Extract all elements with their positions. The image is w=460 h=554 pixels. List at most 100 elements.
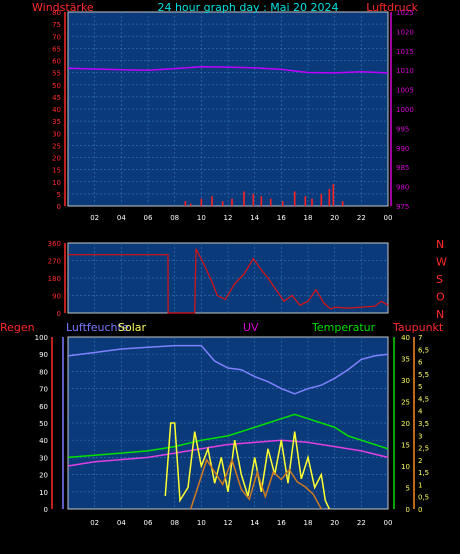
x-tick-label-bottom: 14	[250, 519, 259, 527]
x-tick-label-bottom: 08	[170, 519, 179, 527]
x-tick-label-top: 12	[224, 214, 233, 222]
wind-tick-label: 45	[52, 94, 61, 102]
uv-label: UV	[243, 321, 259, 334]
x-tick-label-bottom: 04	[117, 519, 126, 527]
humidity-tick-label: 80	[39, 368, 48, 376]
x-tick-label-top: 14	[250, 214, 259, 222]
x-tick-label-top: 00	[384, 214, 393, 222]
rain-tick-label: 1	[418, 481, 422, 489]
rain-tick-label: 4	[418, 408, 423, 416]
direction-tick-label: 90	[52, 293, 61, 301]
rain-tick-label: 6	[418, 359, 423, 367]
rain-tick-label: 5	[418, 383, 422, 391]
x-tick-label-top: 04	[117, 214, 126, 222]
compass-letter: N	[436, 238, 444, 251]
humidity-tick-label: 60	[39, 403, 48, 411]
rain-tick-label: 0,5	[418, 494, 429, 502]
compass-letter: N	[436, 308, 444, 321]
rain-tick-label: 3	[418, 432, 422, 440]
humidity-tick-label: 70	[39, 386, 48, 394]
wind-tick-label: 70	[52, 33, 61, 41]
pressure-tick-label: 1005	[396, 87, 414, 95]
x-tick-label-bottom: 20	[330, 519, 339, 527]
chart-title: 24 hour graph day : Mai 20 2024	[157, 1, 338, 14]
wind-tick-label: 80	[52, 9, 61, 17]
wind-axis-title: Windstärke	[32, 1, 94, 14]
temperature-tick-label: 35	[401, 356, 410, 364]
compass-letter: O	[436, 291, 445, 304]
humidity-line	[67, 344, 389, 395]
humidity-tick-label: 0	[44, 506, 48, 514]
temperature-tick-label: 20	[401, 420, 410, 428]
pressure-tick-label: 985	[396, 164, 409, 172]
x-tick-label-top: 20	[330, 214, 339, 222]
wind-tick-label: 0	[57, 203, 61, 211]
temperature-tick-label: 10	[401, 463, 410, 471]
pressure-axis-title: Luftdruck	[366, 1, 418, 14]
solar-line	[164, 422, 330, 510]
x-tick-label-top: 18	[304, 214, 313, 222]
x-tick-label-bottom: 10	[197, 519, 206, 527]
temperature-line	[67, 413, 389, 459]
rain-label: Regen	[0, 321, 35, 334]
climate-grid	[68, 337, 388, 509]
pressure-tick-label: 1020	[396, 28, 414, 36]
temperature-tick-label: 15	[401, 442, 410, 450]
x-tick-label-top: 22	[357, 214, 366, 222]
axes-layer: 0202040406060808101012121414161618182020…	[35, 9, 447, 527]
direction-tick-label: 360	[48, 240, 61, 248]
wind-tick-label: 25	[52, 142, 61, 150]
wind-tick-label: 15	[52, 167, 61, 175]
wind-tick-label: 65	[52, 45, 61, 53]
wind-tick-label: 30	[52, 130, 61, 138]
x-tick-label-bottom: 16	[277, 519, 286, 527]
temperature-label: Temperatur	[311, 321, 376, 334]
rain-tick-label: 4,5	[418, 395, 429, 403]
rain-tick-label: 2,5	[418, 445, 429, 453]
temperature-tick-label: 25	[401, 399, 410, 407]
compass-letter: W	[436, 256, 447, 269]
series-layer	[67, 65, 389, 510]
wind-tick-label: 50	[52, 82, 61, 90]
direction-tick-label: 270	[48, 258, 61, 266]
solar-label: Solar	[118, 321, 147, 334]
rain-tick-label: 5,5	[418, 371, 429, 379]
pressure-tick-label: 975	[396, 203, 409, 211]
x-tick-label-top: 02	[90, 214, 99, 222]
rain-tick-label: 3,5	[418, 420, 429, 428]
rain-tick-label: 2	[418, 457, 422, 465]
direction-tick-label: 0	[57, 310, 61, 318]
rain-tick-label: 0	[418, 506, 422, 514]
pressure-tick-label: 1010	[396, 67, 414, 75]
humidity-tick-label: 40	[39, 437, 48, 445]
pressure-tick-label: 1025	[396, 9, 414, 17]
x-tick-label-top: 08	[170, 214, 179, 222]
pressure-tick-label: 990	[396, 145, 409, 153]
wind-tick-label: 5	[57, 191, 61, 199]
pressure-tick-label: 980	[396, 184, 409, 192]
wind-tick-label: 55	[52, 70, 61, 78]
dewpoint-label: Taupunkt	[392, 321, 444, 334]
wind-tick-label: 40	[52, 106, 61, 114]
humidity-tick-label: 90	[39, 351, 48, 359]
uv-line	[189, 457, 322, 510]
wind-tick-label: 35	[52, 118, 61, 126]
pressure-tick-label: 1000	[396, 106, 414, 114]
dewpoint-line	[67, 439, 389, 467]
x-tick-label-bottom: 12	[224, 519, 233, 527]
wind-tick-label: 60	[52, 58, 61, 66]
temperature-tick-label: 0	[406, 506, 410, 514]
pressure-tick-label: 1015	[396, 48, 414, 56]
rain-tick-label: 1,5	[418, 469, 429, 477]
temperature-tick-label: 5	[406, 485, 410, 493]
x-tick-label-bottom: 06	[144, 519, 153, 527]
temperature-tick-label: 40	[401, 334, 410, 342]
x-tick-label-top: 16	[277, 214, 286, 222]
wind-pressure-grid	[68, 12, 388, 206]
rain-tick-label: 7	[418, 334, 422, 342]
x-tick-label-bottom: 00	[384, 519, 393, 527]
compass-letter: S	[436, 273, 443, 286]
humidity-tick-label: 100	[35, 334, 48, 342]
humidity-tick-label: 30	[39, 454, 48, 462]
